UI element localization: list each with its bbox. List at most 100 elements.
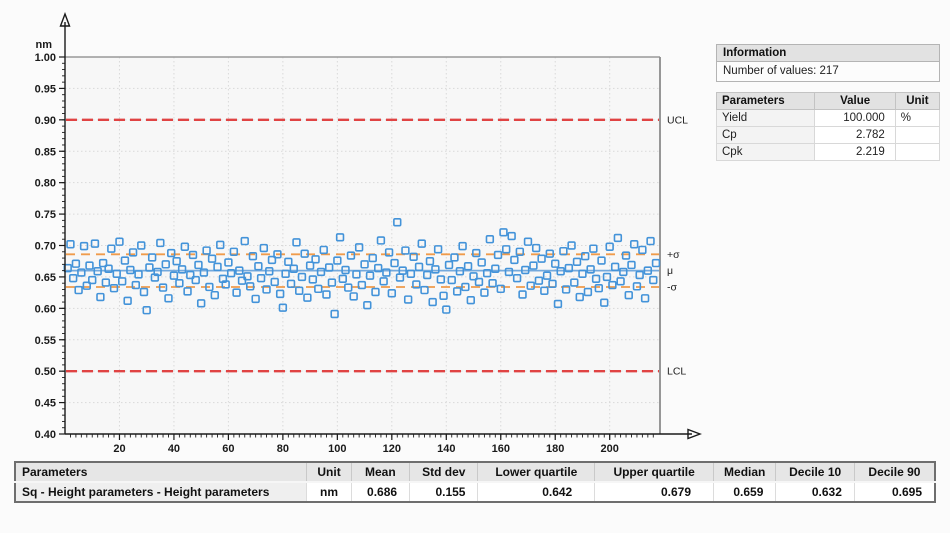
data-point[interactable] [210,290,219,300]
data-point[interactable] [142,306,151,315]
data-point[interactable] [71,259,81,268]
data-point[interactable] [444,260,454,270]
data-point[interactable] [420,285,429,295]
data-point[interactable] [387,289,397,298]
data-point[interactable] [542,271,552,280]
data-point[interactable] [431,265,440,274]
data-point[interactable] [640,294,650,303]
data-point[interactable] [300,249,309,258]
data-point[interactable] [330,309,339,319]
data-point[interactable] [365,271,375,280]
data-point[interactable] [273,250,282,259]
data-point[interactable] [409,252,418,262]
data-point[interactable] [123,296,132,305]
data-point[interactable] [613,233,623,243]
data-point[interactable] [112,269,121,278]
data-point[interactable] [390,258,399,268]
data-point[interactable] [156,238,165,248]
data-point[interactable] [286,279,296,289]
table-row[interactable]: Yield 100.000 % [715,109,941,127]
data-point[interactable] [139,287,149,297]
data-point[interactable] [428,297,437,307]
data-point[interactable] [202,246,211,255]
data-point[interactable] [180,242,190,251]
data-point[interactable] [305,261,315,270]
data-point[interactable] [88,275,97,285]
data-point[interactable] [281,269,290,278]
data-point[interactable] [403,295,413,304]
data-point[interactable] [556,267,565,276]
data-point[interactable] [191,275,200,285]
data-point[interactable] [303,293,312,302]
data-point[interactable] [137,241,146,250]
data-point[interactable] [216,240,225,250]
data-point[interactable] [521,265,530,275]
data-point[interactable] [583,287,593,297]
data-point[interactable] [493,250,503,260]
data-point[interactable] [531,243,541,253]
data-point[interactable] [237,276,247,285]
data-point[interactable] [248,251,258,261]
data-point[interactable] [344,283,353,292]
data-point[interactable] [472,248,481,258]
table-row[interactable]: Cp 2.782 [715,126,941,144]
data-point[interactable] [319,245,328,255]
data-point[interactable] [374,263,383,273]
data-point[interactable] [153,267,162,277]
data-point[interactable] [68,273,78,283]
data-point[interactable] [632,282,642,291]
data-point[interactable] [594,284,604,293]
data-point[interactable] [537,254,546,263]
control-chart-svg[interactable]: UCL +σ μ -σ LCL 1.00 0.95 0.90 0.85 0.80 0.75 0.70 0… [8,8,714,460]
data-point[interactable] [360,260,369,269]
data-point[interactable] [265,267,274,276]
data-point[interactable] [175,278,184,288]
data-point[interactable] [104,264,113,273]
data-point[interactable] [512,273,522,283]
data-point[interactable] [651,258,661,268]
data-point[interactable] [591,274,601,284]
data-point[interactable] [570,278,579,287]
data-point[interactable] [412,280,421,289]
data-point[interactable] [240,236,249,246]
data-point[interactable] [74,285,83,295]
data-point[interactable] [545,249,554,258]
data-point[interactable] [414,262,424,272]
data-point[interactable] [423,270,432,280]
data-point[interactable] [649,275,658,285]
data-point[interactable] [278,303,288,312]
data-point[interactable] [117,277,127,286]
data-point[interactable] [251,294,260,304]
data-point[interactable] [107,244,116,253]
data-point[interactable] [559,246,568,256]
data-point[interactable] [292,238,301,247]
data-point[interactable] [341,265,350,275]
data-point[interactable] [523,237,533,246]
data-point[interactable] [439,291,448,300]
data-point[interactable] [466,295,476,305]
data-point[interactable] [643,266,653,275]
data-point[interactable] [610,262,620,272]
data-point[interactable] [567,241,576,250]
data-point[interactable] [169,271,179,280]
data-point[interactable] [496,284,505,294]
data-point[interactable] [335,233,345,242]
data-point[interactable] [134,270,143,279]
data-point[interactable] [575,292,584,302]
data-point[interactable] [605,242,614,251]
data-point[interactable] [128,248,138,257]
data-point[interactable] [338,274,347,284]
data-point[interactable] [229,247,239,256]
data-point[interactable] [235,266,244,275]
data-point[interactable] [482,268,492,278]
data-point[interactable] [352,270,361,279]
data-point[interactable] [196,299,206,308]
data-point[interactable] [551,259,560,268]
data-point[interactable] [474,277,484,287]
data-point[interactable] [502,245,511,254]
data-point[interactable] [289,264,298,273]
data-point[interactable] [548,279,557,289]
data-point[interactable] [93,267,102,276]
data-point[interactable] [507,231,516,241]
data-point[interactable] [199,268,209,277]
